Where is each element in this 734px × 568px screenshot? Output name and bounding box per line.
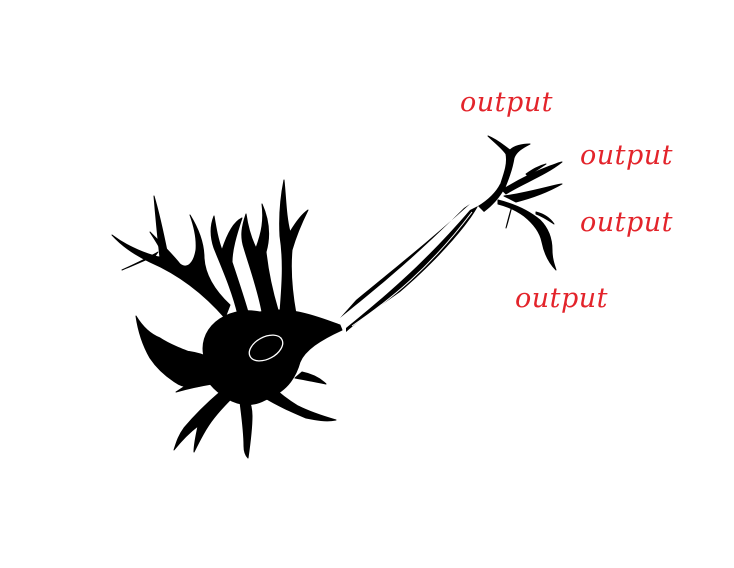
axon-terminals	[487, 135, 563, 271]
terminal-branch-up	[487, 135, 531, 191]
terminal-branch-mid	[501, 161, 563, 195]
dendrite-left-1	[135, 315, 211, 388]
axon-sheath-lower	[346, 206, 478, 332]
terminal-twig-1	[541, 235, 550, 255]
dendrite-top-1	[210, 215, 249, 316]
dendrite-upper-left-3	[153, 195, 169, 259]
dendrite-upper-left-2	[121, 251, 159, 271]
dendrite-lower-3	[264, 385, 337, 422]
dendrite-lower-1	[173, 391, 235, 453]
axon-sheath-upper	[340, 204, 470, 318]
axon	[340, 184, 506, 332]
axon-terminal-stem	[478, 184, 506, 212]
terminal-branch-low	[497, 199, 557, 271]
neuron-cell-body-and-dendrites	[111, 179, 343, 459]
terminal-twig-3	[505, 205, 513, 229]
terminal-twig-2	[535, 211, 555, 225]
axon-highlight	[351, 211, 473, 327]
output-label-top: output	[460, 87, 554, 118]
terminal-twig-4	[525, 163, 547, 177]
output-label-upper-right: output	[580, 140, 674, 171]
dendrite-left-2	[175, 371, 213, 393]
nucleus	[248, 334, 284, 362]
dendrite-lower-2	[239, 397, 253, 459]
dendrite-lower-4	[294, 371, 327, 385]
dendrite-top-3	[279, 179, 309, 315]
dendrite-left-3	[175, 350, 207, 361]
output-label-lower-right: output	[580, 207, 674, 238]
output-label-bottom: output	[515, 283, 609, 314]
terminal-branch-mid-2	[503, 183, 563, 203]
dendrite-top-2	[241, 203, 279, 313]
